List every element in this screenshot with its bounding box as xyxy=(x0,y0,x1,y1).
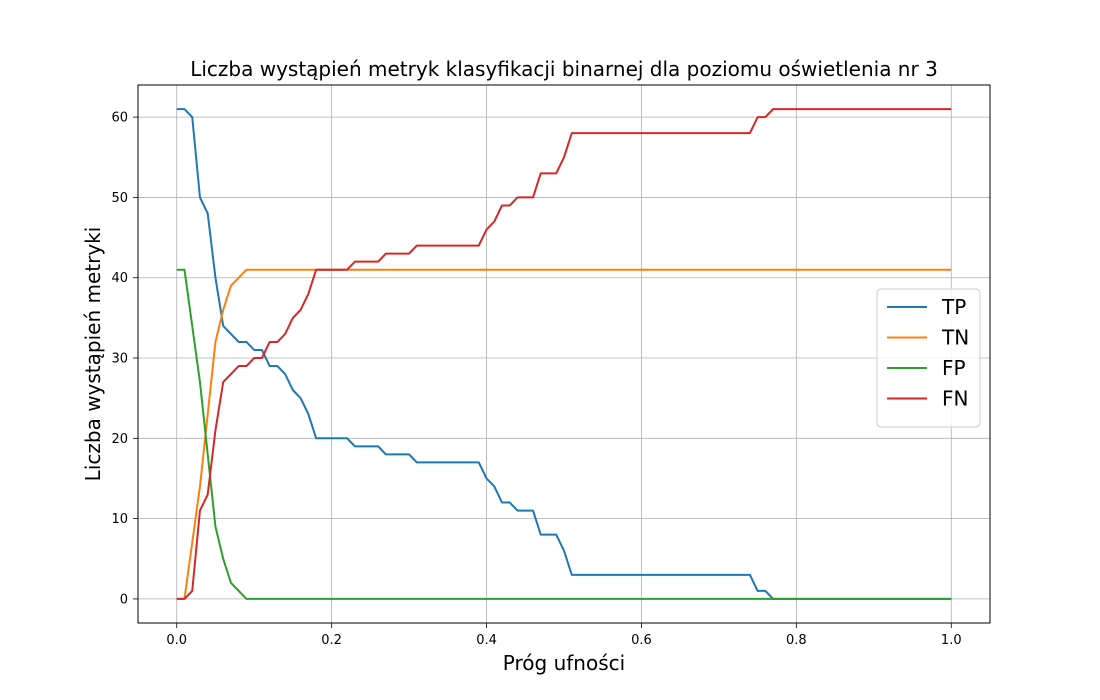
series-line-fn xyxy=(176,108,952,600)
chart-title: Liczba wystąpień metryk klasyfikacji bin… xyxy=(190,57,938,81)
series-line-tn xyxy=(176,268,952,600)
y-tick-label: 20 xyxy=(111,432,128,447)
series-line-fp xyxy=(176,268,952,600)
plot-frame xyxy=(137,84,991,624)
y-tick-label: 50 xyxy=(111,191,128,206)
grid xyxy=(138,85,990,623)
legend-box xyxy=(876,288,981,428)
x-tick-label: 0.4 xyxy=(476,633,497,648)
legend-label-tn: TN xyxy=(941,326,969,350)
legend-label-fn: FN xyxy=(942,387,968,411)
legend-label-fp: FP xyxy=(942,356,966,380)
x-tick-label: 0.6 xyxy=(631,633,652,648)
x-axis-label: Próg ufności xyxy=(503,651,625,675)
series-lines xyxy=(176,108,952,600)
y-tick-label: 60 xyxy=(111,111,128,126)
series-line-tp xyxy=(176,108,952,600)
x-tick-label: 1.0 xyxy=(941,633,962,648)
y-axis-label: Liczba wystąpień metryki xyxy=(81,227,105,482)
x-tick-label: 0.8 xyxy=(786,633,807,648)
y-tick-label: 10 xyxy=(111,512,128,527)
axis-ticks: 0.0 0.2 0.4 0.6 0.8 1.0 0 10 20 30 40 50 60 xyxy=(111,111,961,648)
x-tick-label: 0.2 xyxy=(321,633,342,648)
legend-label-tp: TP xyxy=(941,295,966,319)
legend: TP TN FP FN xyxy=(876,288,981,428)
y-tick-label: 40 xyxy=(111,271,128,286)
y-tick-label: 30 xyxy=(111,352,128,367)
y-tick-label: 0 xyxy=(120,592,128,607)
x-tick-label: 0.0 xyxy=(166,633,187,648)
